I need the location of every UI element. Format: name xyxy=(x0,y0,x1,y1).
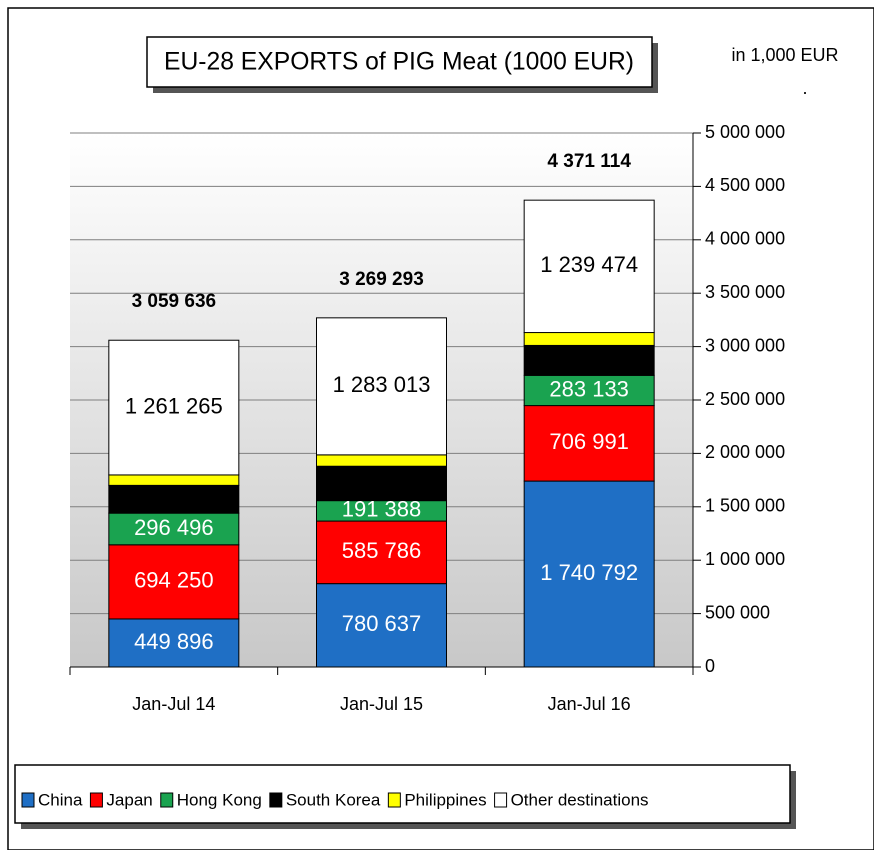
total-label: 3 059 636 xyxy=(132,291,217,312)
legend-swatch xyxy=(269,792,283,808)
data-label: 1 261 265 xyxy=(125,393,223,418)
total-label: 3 269 293 xyxy=(339,269,424,290)
total-label: 4 371 114 xyxy=(547,151,631,172)
bar-segment xyxy=(316,465,447,502)
bar-segment xyxy=(108,544,240,620)
data-label: 1 283 013 xyxy=(333,372,431,397)
legend-label: Philippines xyxy=(404,790,486,809)
x-tick-label: Jan-Jul 15 xyxy=(340,694,423,714)
legend-label: China xyxy=(38,790,83,809)
chart-title: EU-28 EXPORTS of PIG Meat (1000 EUR) xyxy=(164,48,634,76)
bar-segment xyxy=(108,339,240,476)
legend-swatch xyxy=(387,792,401,808)
bar-segment xyxy=(316,520,447,585)
legend-box xyxy=(14,764,791,824)
data-label: 780 637 xyxy=(342,611,422,636)
bar-segment xyxy=(523,405,655,482)
legend-swatch xyxy=(89,792,103,808)
bar-segment xyxy=(523,344,655,376)
bar-segment xyxy=(316,583,447,668)
y-tick-label: 2 000 000 xyxy=(705,442,785,462)
data-label: 1 740 792 xyxy=(540,560,638,585)
legend-swatch xyxy=(21,792,35,808)
y-tick-label: 5 000 000 xyxy=(705,122,785,142)
bar-segment xyxy=(108,474,240,486)
y-tick-label: 0 xyxy=(705,656,715,676)
y-tick-label: 1 000 000 xyxy=(705,549,785,569)
bar-segment xyxy=(108,618,240,668)
y-tick-label: 3 000 000 xyxy=(705,335,785,355)
data-label: 585 786 xyxy=(342,538,422,563)
legend-label: Hong Kong xyxy=(177,790,262,809)
data-label: 1 239 474 xyxy=(540,252,638,277)
data-label: 191 388 xyxy=(342,497,422,522)
bar-segment xyxy=(316,454,447,467)
bar-segment xyxy=(523,480,655,668)
unit-mark: . xyxy=(802,78,807,98)
data-label: 706 991 xyxy=(549,429,629,454)
legend-swatch xyxy=(494,792,508,808)
legend-label: Japan xyxy=(106,790,152,809)
y-tick-label: 500 000 xyxy=(705,602,770,622)
x-tick-label: Jan-Jul 14 xyxy=(132,694,215,714)
frame xyxy=(7,7,874,850)
y-tick-label: 1 500 000 xyxy=(705,496,785,516)
data-label: 296 496 xyxy=(134,515,214,540)
legend-swatch xyxy=(160,792,174,808)
bar-segment xyxy=(523,332,655,346)
data-label: 283 133 xyxy=(549,376,629,401)
unit-note: in 1,000 EUR xyxy=(731,45,838,65)
y-tick-label: 4 500 000 xyxy=(705,175,785,195)
bar-segment xyxy=(523,199,655,334)
y-tick-label: 4 000 000 xyxy=(705,229,785,249)
bar-segment xyxy=(108,484,240,514)
data-label: 694 250 xyxy=(134,568,214,593)
legend-label: South Korea xyxy=(286,790,381,809)
bar-segment xyxy=(316,317,447,456)
title-box xyxy=(146,36,653,88)
y-tick-label: 3 500 000 xyxy=(705,282,785,302)
bar-segment xyxy=(523,374,655,407)
y-tick-label: 2 500 000 xyxy=(705,389,785,409)
data-label: 449 896 xyxy=(134,629,214,654)
legend-label: Other destinations xyxy=(511,790,649,809)
x-tick-label: Jan-Jul 16 xyxy=(548,694,631,714)
